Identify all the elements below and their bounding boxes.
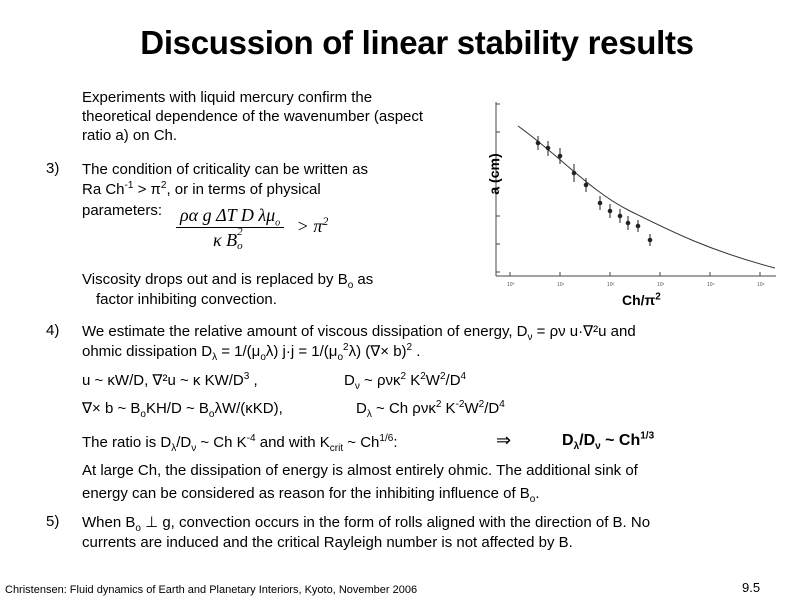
svg-text:10⁵: 10⁵	[757, 282, 765, 288]
formula-numerator: ρα g ΔT D λμo	[176, 205, 285, 228]
scaling-eq2b: Dλ ~ Ch ρνκ2 K-2W2/D4	[356, 399, 505, 420]
item-4-number: 4)	[46, 322, 60, 339]
item-5-line2: currents are induced and the critical Ra…	[82, 534, 573, 551]
item-3-line1: The condition of criticality can be writ…	[82, 161, 368, 178]
implies-arrow: ⇒	[496, 430, 512, 450]
item-3-line2: Ra Ch-1 > π2, or in terms of physical	[82, 180, 321, 199]
plot-x-label: Ch/π2	[622, 291, 661, 308]
large-ch-line2: energy can be considered as reason for t…	[82, 485, 540, 505]
item-3-line3: parameters:	[82, 202, 163, 219]
formula-rhs: > π2	[296, 214, 329, 237]
scaling-eq2a: ∇× b ~ BoKH/D ~ BoλW/(κKD),	[82, 400, 283, 420]
data-points	[535, 136, 653, 246]
ratio-line: The ratio is Dλ/Dν ~ Ch K-4 and with Kcr…	[82, 433, 398, 454]
viscosity-line2: factor inhibiting convection.	[96, 291, 277, 308]
item-3-number: 3)	[46, 160, 60, 177]
item-4-line1: We estimate the relative amount of visco…	[82, 323, 636, 343]
footer-citation: Christensen: Fluid dynamics of Earth and…	[5, 584, 418, 596]
svg-text:10⁰: 10⁰	[507, 282, 515, 288]
svg-text:10³: 10³	[657, 282, 665, 288]
page-title: Discussion of linear stability results	[140, 24, 694, 61]
scaling-eq1a: u ~ κW/D, ∇²u ~ κ KW/D3 ,	[82, 371, 258, 390]
theory-curve	[517, 125, 776, 269]
page-number: 9.5	[742, 580, 761, 595]
plot-y-label: a (cm)	[486, 153, 502, 195]
viscosity-line1: Viscosity drops out and is replaced by B…	[82, 271, 374, 291]
svg-text:10¹: 10¹	[557, 282, 565, 288]
item-4-line2: ohmic dissipation Dλ = 1/(μoλ) j·j = 1/(…	[82, 342, 421, 363]
experiment-plot: 10⁰ 10¹ 10² 10³ 10⁴ 10⁵ a (cm) Ch/π2	[470, 96, 800, 316]
svg-text:10⁴: 10⁴	[707, 282, 715, 288]
large-ch-line1: At large Ch, the dissipation of energy i…	[82, 462, 638, 479]
item-5-line1: When Bo ⊥ g, convection occurs in the fo…	[82, 514, 651, 534]
intro-text: Experiments with liquid mercury confirm …	[82, 89, 424, 144]
plot-svg: 10⁰ 10¹ 10² 10³ 10⁴ 10⁵	[495, 102, 776, 288]
ratio-result: Dλ/Dν ~ Ch1/3	[562, 430, 655, 453]
svg-text:10²: 10²	[607, 282, 615, 288]
scaling-eq1b: Dν ~ ρνκ2 K2W2/D4	[344, 371, 467, 392]
item-5-number: 5)	[46, 513, 60, 530]
